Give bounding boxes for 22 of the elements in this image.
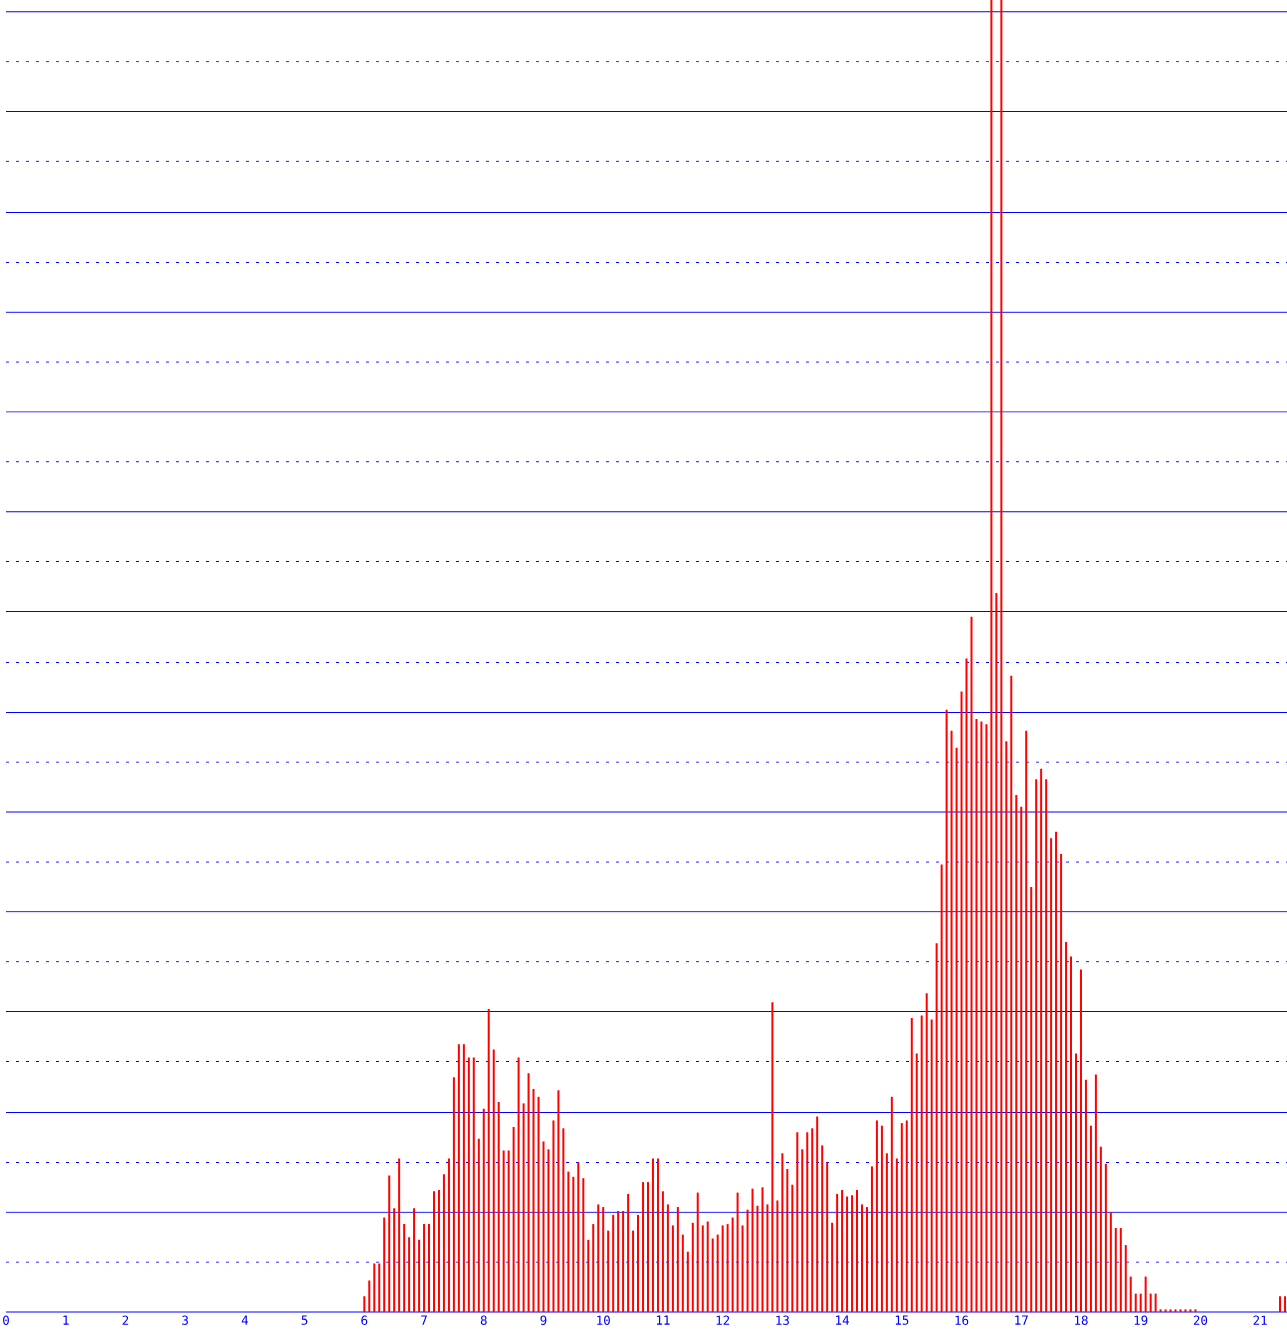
x-tick-label: 18 bbox=[1074, 1315, 1088, 1325]
x-tick-label: 16 bbox=[955, 1315, 969, 1325]
x-tick-label: 20 bbox=[1193, 1315, 1208, 1325]
x-tick-label: 21 bbox=[1253, 1315, 1267, 1325]
x-tick-label: 7 bbox=[421, 1315, 427, 1325]
x-tick-label: 17 bbox=[1015, 1315, 1028, 1325]
x-tick-label: 13 bbox=[776, 1315, 789, 1325]
x-tick-label: 1 bbox=[63, 1315, 69, 1325]
x-tick-label: 12 bbox=[716, 1315, 730, 1325]
x-tick-label: 6 bbox=[361, 1315, 368, 1325]
x-tick-label: 15 bbox=[895, 1315, 909, 1325]
x-tick-label: 19 bbox=[1134, 1315, 1148, 1325]
x-tick-label: 9 bbox=[540, 1315, 547, 1325]
x-tick-label: 5 bbox=[301, 1315, 308, 1325]
x-tick-label: 14 bbox=[836, 1315, 850, 1325]
x-tick-label: 4 bbox=[241, 1315, 249, 1325]
x-tick-label: 8 bbox=[480, 1315, 487, 1325]
x-tick-label: 2 bbox=[122, 1315, 129, 1325]
x-tick-label: 10 bbox=[597, 1315, 610, 1325]
x-tick-label: 3 bbox=[182, 1315, 188, 1325]
x-tick-label: 0 bbox=[3, 1315, 9, 1325]
x-tick-label: 11 bbox=[656, 1315, 670, 1325]
